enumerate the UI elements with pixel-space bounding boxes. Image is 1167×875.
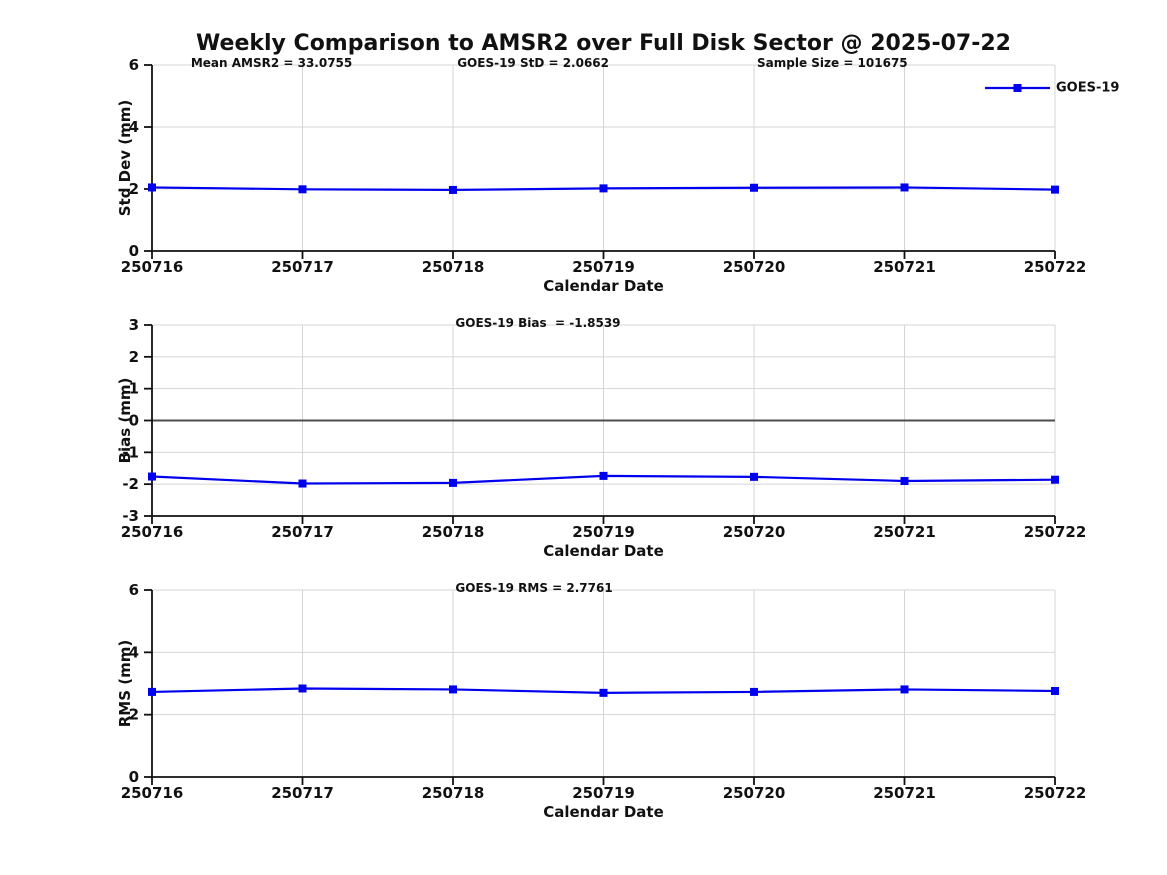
- series-marker: [750, 687, 758, 696]
- y-axis-label: Bias (mm): [116, 378, 134, 464]
- x-tick-label: 250722: [1024, 784, 1087, 802]
- annotation: GOES-19 Bias = -1.8539: [455, 316, 620, 330]
- series-marker: [750, 472, 758, 481]
- legend: GOES-19: [985, 81, 1119, 96]
- x-tick-label: 250718: [422, 784, 485, 802]
- series-marker: [599, 688, 608, 697]
- x-tick-label: 250719: [572, 523, 635, 541]
- x-tick-label: 250718: [422, 258, 485, 276]
- annotation: GOES-19 StD = 2.0662: [457, 56, 609, 70]
- series-marker: [1051, 686, 1059, 695]
- series-marker: [449, 185, 457, 194]
- y-axis-label: RMS (mm): [116, 640, 134, 727]
- y-axis-label: Std Dev (mm): [116, 100, 134, 217]
- x-axis-label: Calendar Date: [543, 277, 664, 295]
- y-tick-label: 0: [129, 768, 139, 786]
- x-tick-label: 250716: [121, 523, 184, 541]
- legend-marker: [1013, 84, 1022, 92]
- series-marker: [1051, 185, 1059, 194]
- x-tick-label: 250716: [121, 784, 184, 802]
- y-tick-label: -2: [122, 475, 139, 493]
- annotation: GOES-19 RMS = 2.7761: [455, 581, 612, 595]
- series-marker: [298, 185, 307, 194]
- gridlines: [151, 589, 1056, 778]
- x-tick-label: 250717: [271, 258, 334, 276]
- series-marker: [449, 685, 457, 694]
- y-tick-label: 1: [129, 380, 139, 398]
- x-axis-label: Calendar Date: [543, 542, 664, 560]
- x-tick-label: 250717: [271, 784, 334, 802]
- legend-label: GOES-19: [1056, 81, 1119, 96]
- y-tick-label: -1: [122, 443, 139, 461]
- series-marker: [599, 471, 608, 480]
- x-tick-label: 250721: [873, 258, 936, 276]
- x-tick-label: 250722: [1024, 523, 1087, 541]
- x-tick-label: 250716: [121, 258, 184, 276]
- panel-bias-mm-: -3 -2 -1 0 1 2 3 250716 250717 250718 250719 250720…: [116, 316, 1086, 560]
- series-marker: [750, 183, 758, 192]
- gridlines: [151, 64, 1056, 252]
- x-axis-label: Calendar Date: [543, 803, 664, 821]
- y-tick-label: 6: [129, 56, 139, 74]
- series-marker: [1051, 475, 1059, 484]
- x-tick-label: 250720: [723, 784, 786, 802]
- series-marker: [148, 687, 156, 696]
- x-tick-label: 250721: [873, 784, 936, 802]
- y-tick-label: 2: [129, 706, 139, 724]
- x-tick-label: 250720: [723, 523, 786, 541]
- series-marker: [298, 479, 307, 488]
- y-tick-label: 0: [129, 412, 139, 430]
- series-marker: [900, 685, 909, 694]
- y-tick-label: 4: [129, 643, 139, 661]
- y-tick-label: 3: [129, 316, 139, 334]
- x-tick-label: 250718: [422, 523, 485, 541]
- panel-std-dev-mm-: 0 2 4 6 250716 250717 250718 250719 250720 250721…: [116, 56, 1119, 295]
- x-tick-label: 250722: [1024, 258, 1087, 276]
- series-marker: [900, 183, 909, 192]
- x-tick-label: 250717: [271, 523, 334, 541]
- y-tick-label: 2: [129, 180, 139, 198]
- y-tick-label: 0: [129, 242, 139, 260]
- annotation: Sample Size = 101675: [757, 56, 908, 70]
- panel-rms-mm-: 0 2 4 6 250716 250717 250718 250719 250720 250721…: [116, 581, 1086, 821]
- annotation: Mean AMSR2 = 33.0755: [191, 56, 352, 70]
- y-tick-label: 4: [129, 118, 139, 136]
- series-marker: [599, 184, 608, 193]
- series-marker: [148, 183, 156, 192]
- series-marker: [298, 684, 307, 693]
- x-tick-label: 250719: [572, 784, 635, 802]
- y-tick-label: -3: [122, 507, 139, 525]
- series-marker: [449, 478, 457, 487]
- y-tick-label: 6: [129, 581, 139, 599]
- x-tick-label: 250721: [873, 523, 936, 541]
- x-tick-label: 250720: [723, 258, 786, 276]
- chart-title: Weekly Comparison to AMSR2 over Full Dis…: [196, 31, 1011, 56]
- series-marker: [148, 472, 156, 481]
- series-marker: [900, 476, 909, 485]
- y-tick-label: 2: [129, 348, 139, 366]
- x-tick-label: 250719: [572, 258, 635, 276]
